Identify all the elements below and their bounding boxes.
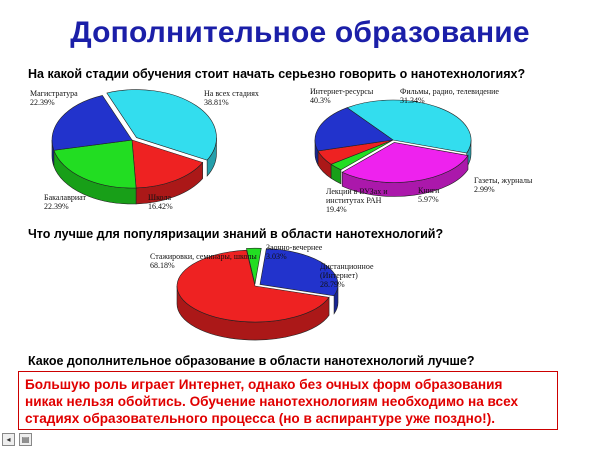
- pie-slice: [314, 107, 394, 152]
- slide-menu-icon[interactable]: ▤: [19, 433, 32, 446]
- label-films: Фильмы, радио, телевидение 31.34%: [400, 87, 499, 105]
- pie-slice: [176, 249, 330, 323]
- pie-slice: [53, 139, 137, 189]
- question-3: Какое дополнительное образование в облас…: [28, 354, 475, 368]
- label-internet: Интернет-ресурсы 40.3%: [310, 87, 374, 105]
- slide-back-icon[interactable]: ◂: [2, 433, 15, 446]
- pie-slice: [341, 142, 469, 183]
- label-internships: Стажировки, семинары, школы 68.18%: [150, 252, 257, 270]
- pie-slice: [346, 99, 472, 154]
- label-evening: Заочно-вечернее 3.03%: [266, 243, 323, 261]
- conclusion-line-1: Большую роль играет Интернет, однако без…: [25, 377, 503, 392]
- pie-slice: [51, 95, 133, 151]
- label-lectures: Лекции в ВУЗах и институтах РАН 19.4%: [326, 187, 388, 214]
- conclusion-line-3: стадиях образовательного процесса (но в …: [25, 411, 496, 426]
- question-2: Что лучше для популяризации знаний в обл…: [28, 227, 444, 241]
- label-newspapers: Газеты, журналы 2.99%: [474, 176, 533, 194]
- page-title: Дополнительное образование: [70, 16, 530, 49]
- pie-slice: [106, 89, 217, 161]
- conclusion-box: Большую роль играет Интернет, однако без…: [18, 371, 558, 430]
- label-bakalavriat: Бакалавриат 22.39%: [44, 193, 86, 211]
- pie-slice: [131, 139, 204, 189]
- label-all-stages: На всех стадиях 38.81%: [204, 89, 259, 107]
- pie-slice: [259, 248, 339, 297]
- footer-toolbar: ◂ ▤: [2, 433, 32, 447]
- question-1: На какой стадии обучения стоит начать се…: [28, 67, 526, 81]
- conclusion-line-2: никак нельзя обойтись. Обучение нанотехн…: [25, 394, 519, 409]
- pie-slice: [246, 247, 262, 285]
- label-magistratura: Магистратура 22.39%: [30, 89, 78, 107]
- label-distance: Дистанционное (Интернет) 28.79%: [320, 262, 374, 289]
- label-school: Школа 16.42%: [148, 193, 173, 211]
- label-books: Книги 5.97%: [418, 186, 440, 204]
